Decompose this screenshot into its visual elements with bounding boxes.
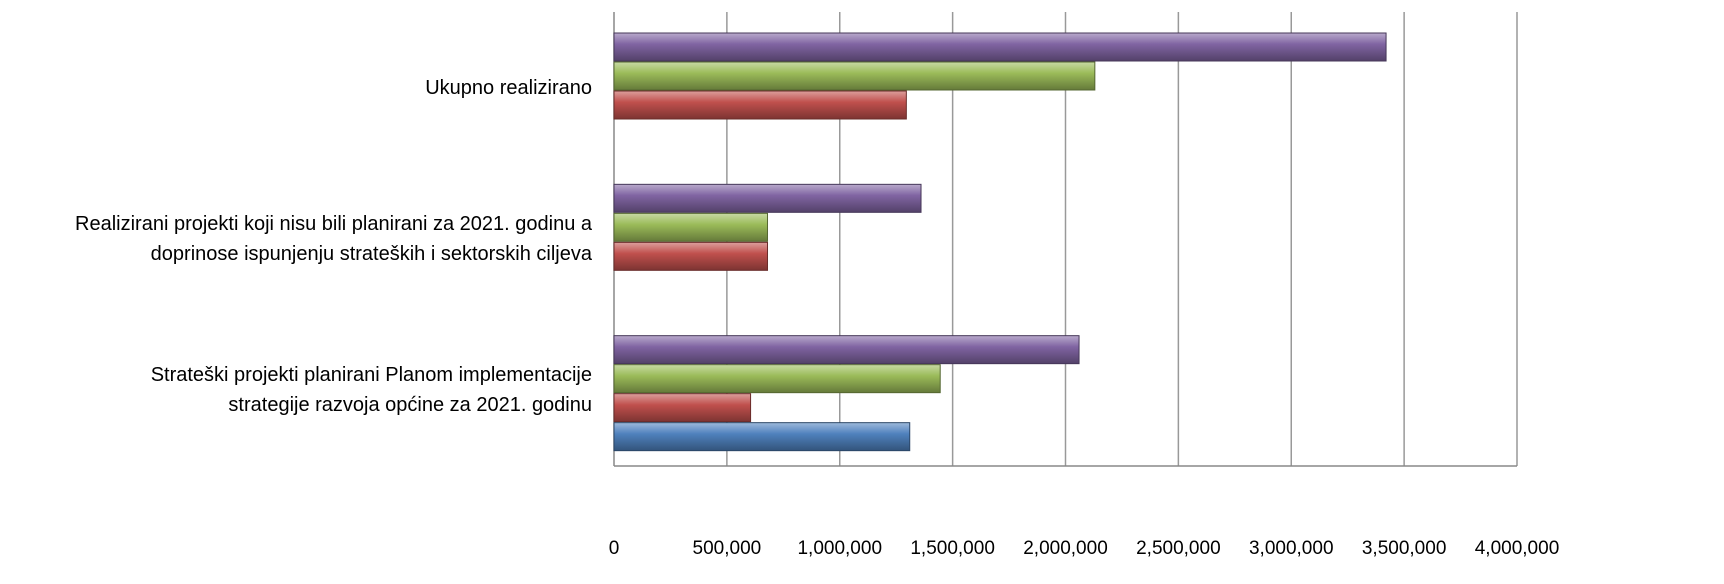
x-tick-label: 2,500,000 bbox=[1136, 538, 1221, 559]
category-label-line: Ukupno realizirano bbox=[425, 76, 592, 99]
category-label: Realizirani projekti koji nisu bili plan… bbox=[0, 209, 592, 269]
bar bbox=[613, 241, 769, 271]
bar bbox=[613, 335, 1080, 365]
bar bbox=[613, 422, 911, 452]
x-tick-label: 3,500,000 bbox=[1362, 538, 1447, 559]
bar bbox=[613, 364, 941, 394]
bar bbox=[613, 61, 1096, 91]
category-group bbox=[613, 183, 922, 271]
x-tick-label: 3,000,000 bbox=[1249, 538, 1334, 559]
x-axis-ticks: 0 500,000 1,000,000 1,500,000 2,000,000 2,500… bbox=[609, 538, 1560, 559]
bars bbox=[613, 32, 1387, 452]
category-label-line: doprinose ispunjenju strateških i sektor… bbox=[150, 243, 592, 265]
category-label-line: Realizirani projekti koji nisu bili plan… bbox=[75, 213, 592, 235]
bar bbox=[613, 90, 907, 120]
bar bbox=[613, 212, 769, 242]
bar bbox=[613, 183, 922, 213]
category-group bbox=[613, 32, 1387, 120]
x-tick-label: 0 bbox=[609, 538, 620, 559]
category-group bbox=[613, 335, 1080, 452]
x-tick-label: 2,000,000 bbox=[1023, 538, 1108, 559]
bar bbox=[613, 393, 752, 423]
x-tick-label: 4,000,000 bbox=[1475, 538, 1560, 559]
x-tick-label: 1,500,000 bbox=[910, 538, 995, 559]
category-label: Ukupno realizirano bbox=[0, 73, 592, 103]
category-label-line: Strateški projekti planirani Planom impl… bbox=[150, 364, 592, 387]
x-tick-label: 1,000,000 bbox=[797, 538, 882, 559]
x-tick-label: 500,000 bbox=[693, 538, 762, 559]
bar bbox=[613, 32, 1387, 62]
category-label: Strateški projekti planirani Planom impl… bbox=[0, 360, 592, 420]
category-label-line: strategije razvoja općine za 2021. godin… bbox=[228, 394, 592, 417]
